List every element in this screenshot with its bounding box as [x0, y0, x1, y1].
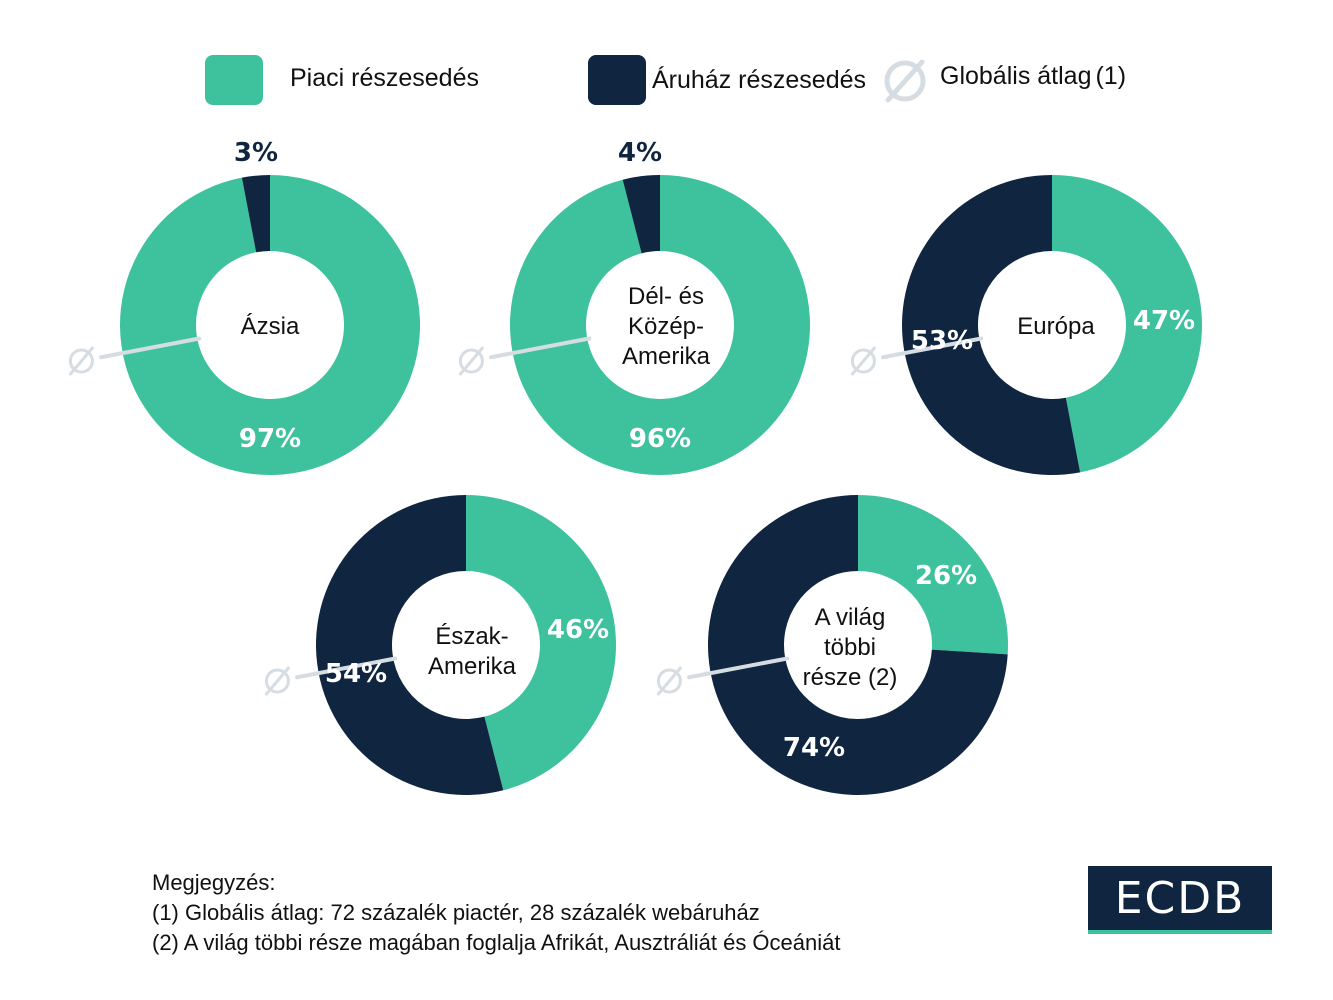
ecdb-logo: ECDB — [1088, 866, 1272, 934]
notes-heading: Megjegyzés: — [152, 870, 276, 895]
slice-market — [1052, 175, 1202, 473]
empty-set-icon — [656, 666, 682, 696]
legend-label-avg: Globális átlag (1) — [940, 62, 1126, 91]
region-label: Dél- és Közép- Amerika — [622, 283, 711, 370]
region-label-line: A világ — [815, 604, 886, 631]
global-average-marker — [687, 656, 790, 680]
donut-2: Dél- és Közép- Amerika 96% 4% — [458, 138, 810, 476]
slice-market — [119, 175, 420, 475]
global-average-marker — [489, 336, 592, 360]
label-market-pct: 46% — [547, 615, 609, 645]
label-market-pct: 26% — [915, 561, 977, 591]
empty-set-icon — [458, 346, 484, 376]
slice-store — [241, 175, 270, 253]
global-average-marker — [295, 656, 398, 680]
label-store-pct: 54% — [325, 659, 387, 689]
slice-store — [708, 495, 1008, 795]
region-label-line: Európa — [1017, 313, 1095, 340]
slice-market — [509, 175, 810, 476]
label-store-pct: 3% — [234, 138, 278, 168]
donut-3: Európa 47% 53% — [850, 174, 1202, 475]
label-store-pct: 4% — [618, 138, 662, 168]
legend-label-store: Áruház részesedés — [652, 66, 867, 94]
region-label: Észak- Amerika — [428, 623, 517, 680]
legend-avg-note: (1) — [1095, 62, 1127, 90]
slice-store — [902, 174, 1081, 475]
logo-text: ECDB — [1114, 872, 1246, 924]
empty-set-icon — [884, 59, 926, 103]
empty-set-icon — [850, 346, 876, 376]
region-label: Európa — [1017, 313, 1095, 340]
donut-1: Ázsia 97% 3% — [68, 138, 420, 475]
note-1: (1) Globális átlag: 72 százalék piactér,… — [152, 900, 760, 925]
global-average-marker — [99, 336, 202, 360]
label-store-pct: 53% — [911, 326, 973, 356]
slice-store — [622, 175, 660, 254]
region-label-line: Ázsia — [241, 313, 300, 340]
label-store-pct: 74% — [783, 733, 845, 763]
region-label: A világ többi része (2) — [803, 604, 898, 691]
region-label-line: Közép- — [628, 313, 704, 340]
global-average-marker — [881, 336, 984, 360]
legend-label-market: Piaci részesedés — [290, 64, 479, 92]
note-2: (2) A világ többi része magában foglalja… — [152, 930, 841, 955]
slice-market — [858, 495, 1008, 655]
region-label-line: része (2) — [803, 664, 898, 691]
footnotes: Megjegyzés: (1) Globális átlag: 72 száza… — [152, 868, 841, 958]
legend-swatch-store — [588, 55, 646, 105]
region-label-line: Észak- — [435, 623, 508, 650]
region-label-line: többi — [824, 634, 876, 661]
legend-avg-text: Globális átlag — [940, 62, 1092, 90]
empty-set-icon — [68, 346, 94, 376]
donut-5: A világ többi része (2) 26% 74% — [656, 495, 1008, 795]
region-label-line: Dél- és — [628, 283, 704, 310]
region-label-line: Amerika — [428, 653, 517, 680]
slice-store — [316, 495, 504, 795]
label-market-pct: 97% — [239, 424, 301, 454]
empty-set-icon — [264, 666, 290, 696]
region-label-line: Amerika — [622, 343, 711, 370]
donut-charts: Ázsia 97% 3% Dél- és Közép- Amerika 96% 4% Európ… — [68, 138, 1202, 795]
legend-swatch-market — [205, 55, 263, 105]
region-label: Ázsia — [241, 313, 300, 340]
donut-4: Észak- Amerika 46% 54% — [264, 495, 617, 795]
label-market-pct: 96% — [629, 424, 691, 454]
label-market-pct: 47% — [1133, 306, 1195, 336]
slice-market — [466, 495, 617, 791]
